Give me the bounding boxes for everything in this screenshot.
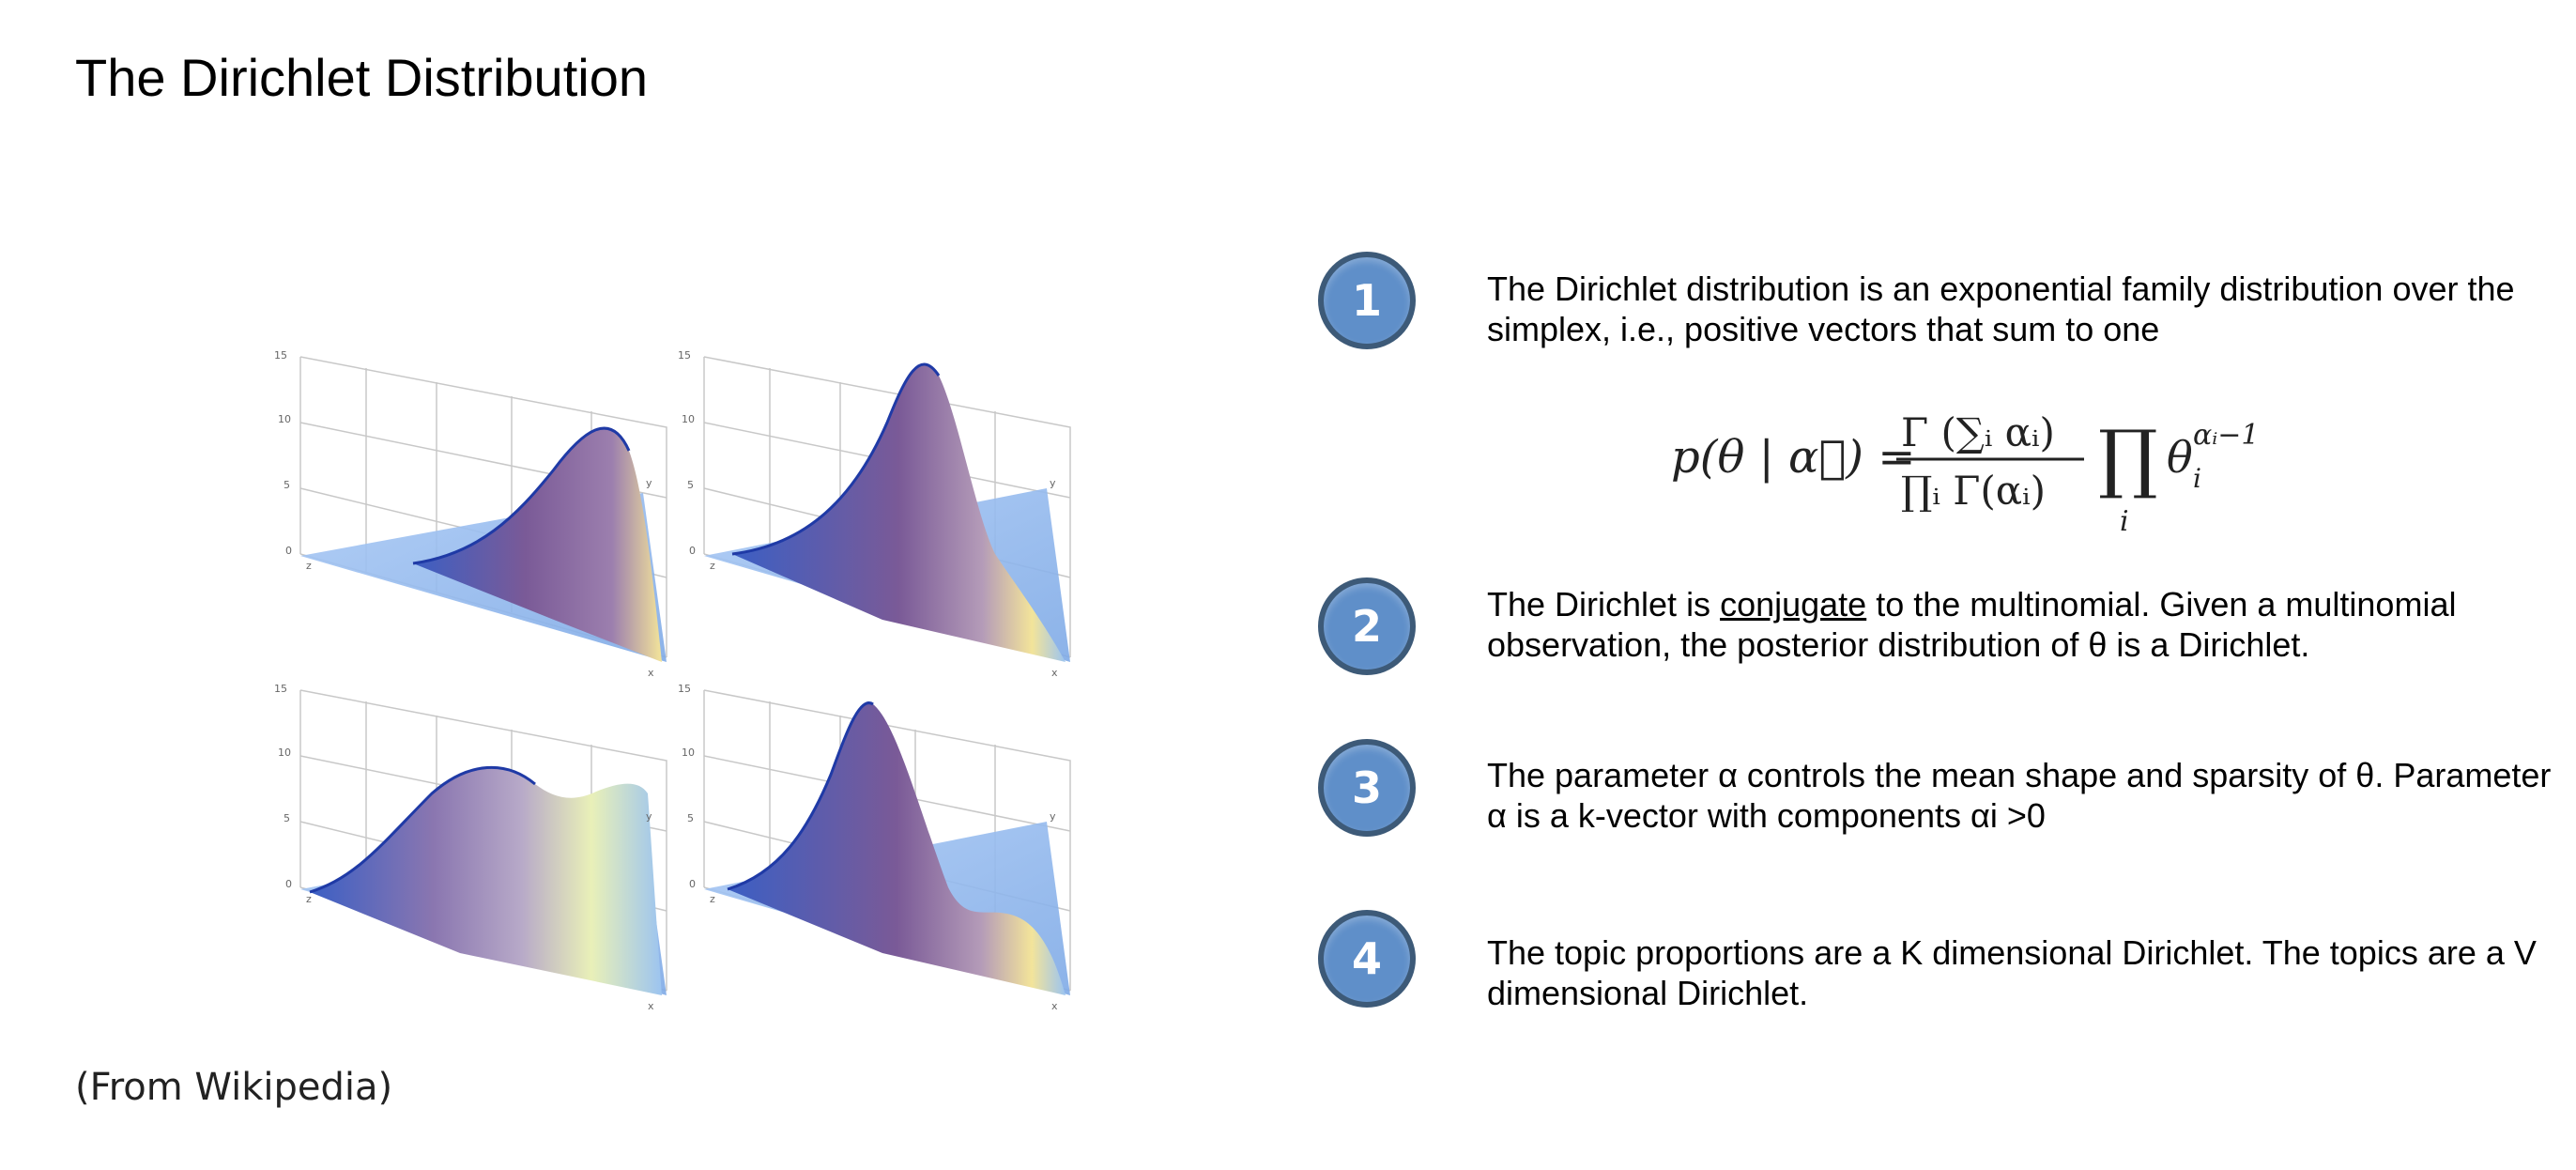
- tick-label: 10: [278, 747, 291, 759]
- item-number-badge-1: 1: [1318, 252, 1416, 349]
- axis-label-x: x: [1051, 1000, 1058, 1012]
- plot-panel-1: 15 10 5 0 z y x: [274, 349, 667, 679]
- tick-label: 5: [284, 479, 290, 491]
- tick-label: 15: [678, 349, 691, 362]
- formula-numerator: Γ (∑ᵢ αᵢ): [1901, 409, 2055, 455]
- item-text-1: The Dirichlet distribution is an exponen…: [1487, 269, 2515, 348]
- axis-label-y: y: [646, 477, 652, 489]
- axis-label-y: y: [1050, 810, 1056, 823]
- tick-label: 5: [687, 812, 694, 824]
- axis-label-z: z: [710, 893, 715, 905]
- axis-label-x: x: [648, 667, 654, 679]
- axis-label-x: x: [1051, 667, 1058, 679]
- plot-panel-4: 15 10 5 0 z y x: [678, 683, 1071, 1012]
- source-caption: (From Wikipedia): [75, 1066, 393, 1109]
- item-number-badge-4: 4: [1318, 910, 1416, 1008]
- dirichlet-plots-figure: 15 10 5 0 z y x: [272, 338, 1089, 1014]
- axis-label-x: x: [648, 1000, 654, 1012]
- tick-label: 0: [689, 878, 696, 890]
- tick-label: 0: [689, 545, 696, 557]
- item-number-badge-3: 3: [1318, 739, 1416, 837]
- formula-theta: θ: [2167, 432, 2193, 483]
- axis-label-y: y: [646, 810, 652, 823]
- item-text-3: The parameter α controls the mean shape …: [1487, 756, 2552, 835]
- dirichlet-density-formula: p(θ | α⃗) = Γ (∑ᵢ αᵢ) ∏ᵢ Γ(αᵢ) ∏ i θ αᵢ−…: [1671, 390, 2291, 549]
- item-text-4: The topic proportions are a K dimensiona…: [1487, 933, 2537, 1012]
- axis-label-y: y: [1050, 477, 1056, 489]
- formula-exponent: αᵢ−1: [2193, 419, 2260, 452]
- slide-title: The Dirichlet Distribution: [75, 48, 648, 107]
- conjugate-link[interactable]: conjugate: [1720, 585, 1867, 623]
- plot-panel-3: 15 10 5 0 z y x: [274, 683, 667, 1012]
- tick-label: 5: [284, 812, 290, 824]
- item-text-2-after: to the multinomial. Given a multinomial …: [1487, 585, 2457, 664]
- tick-label: 5: [687, 479, 694, 491]
- tick-label: 15: [274, 683, 287, 695]
- formula-product-index: i: [2120, 505, 2129, 538]
- item-text-2: The Dirichlet is conjugate to the multin…: [1487, 584, 2567, 665]
- formula-denominator: ∏ᵢ Γ(αᵢ): [1901, 468, 2046, 514]
- plot-panel-2: 15 10 5 0 z y x: [678, 349, 1071, 679]
- tick-label: 0: [285, 878, 292, 890]
- formula-lhs: p(θ | α⃗) =: [1671, 431, 1915, 484]
- item-text-2-before: The Dirichlet is: [1487, 585, 1721, 623]
- tick-label: 10: [278, 413, 291, 425]
- tick-label: 0: [285, 545, 292, 557]
- axis-label-z: z: [306, 893, 312, 905]
- item-number-badge-2: 2: [1318, 577, 1416, 675]
- formula-product-symbol: ∏: [2098, 414, 2158, 501]
- tick-label: 15: [274, 349, 287, 362]
- tick-label: 10: [682, 747, 695, 759]
- tick-label: 10: [682, 413, 695, 425]
- axis-label-z: z: [306, 560, 312, 572]
- tick-label: 15: [678, 683, 691, 695]
- formula-subscript: i: [2193, 463, 2201, 494]
- axis-label-z: z: [710, 560, 715, 572]
